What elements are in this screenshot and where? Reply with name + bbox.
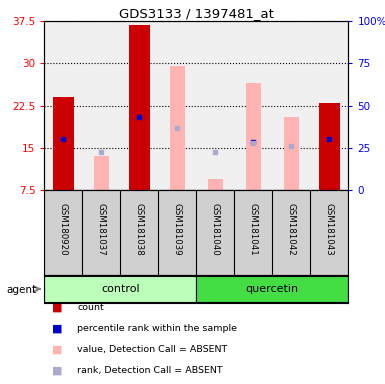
Text: percentile rank within the sample: percentile rank within the sample [77, 324, 237, 333]
Text: GSM180920: GSM180920 [59, 203, 68, 255]
Bar [246, 83, 261, 190]
Text: rank, Detection Call = ABSENT: rank, Detection Call = ABSENT [77, 366, 223, 375]
Text: GSM181040: GSM181040 [211, 203, 220, 255]
Text: value, Detection Call = ABSENT: value, Detection Call = ABSENT [77, 345, 227, 354]
Text: ■: ■ [52, 323, 62, 333]
Text: ■: ■ [52, 302, 62, 312]
Bar [170, 66, 185, 190]
Text: GSM181037: GSM181037 [97, 203, 106, 255]
Text: control: control [101, 284, 140, 294]
Bar [208, 179, 223, 190]
Bar [319, 103, 340, 190]
FancyBboxPatch shape [196, 276, 348, 302]
Text: GSM181041: GSM181041 [249, 203, 258, 255]
Text: GSM181039: GSM181039 [173, 203, 182, 255]
Bar [53, 97, 74, 190]
Text: GSM181038: GSM181038 [135, 203, 144, 255]
Text: quercetin: quercetin [246, 284, 299, 294]
Text: ■: ■ [52, 344, 62, 354]
Bar [284, 117, 299, 190]
Title: GDS3133 / 1397481_at: GDS3133 / 1397481_at [119, 7, 274, 20]
Bar [94, 156, 109, 190]
Text: ■: ■ [52, 366, 62, 376]
FancyBboxPatch shape [44, 276, 196, 302]
Text: GSM181043: GSM181043 [325, 203, 334, 255]
Text: count: count [77, 303, 104, 312]
Text: GSM181042: GSM181042 [287, 203, 296, 255]
Bar [129, 25, 150, 190]
Text: agent: agent [7, 285, 37, 295]
